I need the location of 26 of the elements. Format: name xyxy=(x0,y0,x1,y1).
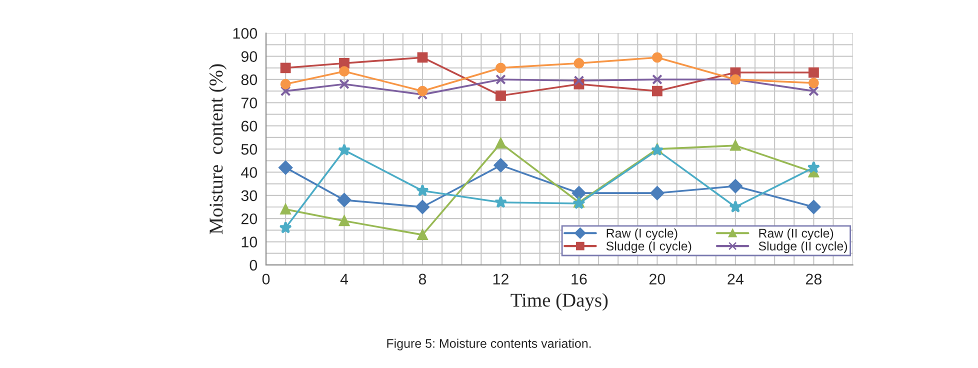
caption: Figure 5: Moisture contents variation. xyxy=(387,338,591,350)
legend-label: Sludge (II cycle) xyxy=(758,241,848,254)
x-tick-label: 28 xyxy=(806,274,822,285)
x-tick-label: 4 xyxy=(340,274,348,284)
y-tick-label: 50 xyxy=(241,144,258,155)
y-axis-title: Moisture content (%) xyxy=(209,64,227,234)
y-tick-label: 90 xyxy=(241,51,258,62)
x-tick-label: 12 xyxy=(493,274,508,284)
y-tick-label: 60 xyxy=(241,120,258,132)
y-tick-label: 70 xyxy=(241,98,258,108)
x-axis-title: Time (Days) xyxy=(510,293,608,311)
y-tick-label: 100 xyxy=(233,28,258,39)
y-tick-label: 40 xyxy=(241,167,258,178)
x-tick-label: 20 xyxy=(649,274,666,285)
y-tick-label: 10 xyxy=(242,236,258,248)
y-tick-label: 30 xyxy=(241,190,258,202)
legend-label: Raw (I cycle) xyxy=(606,228,678,240)
x-tick-label: 0 xyxy=(262,274,270,285)
x-tick-label: 16 xyxy=(572,274,587,285)
legend-label: Raw (II cycle) xyxy=(759,228,834,240)
x-tick-label: 8 xyxy=(418,274,426,285)
x-tick-label: 24 xyxy=(728,274,744,284)
y-tick-label: 20 xyxy=(241,213,258,224)
y-tick-label: 80 xyxy=(241,74,258,86)
legend-label: Sludge (I cycle) xyxy=(606,241,692,254)
y-tick-label: 0 xyxy=(250,260,258,271)
